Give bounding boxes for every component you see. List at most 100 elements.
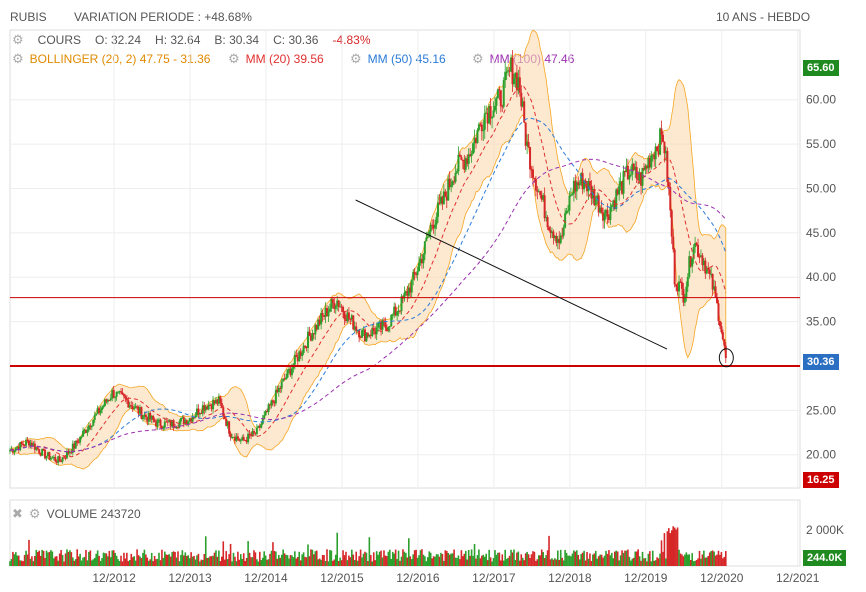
volume-bar: [413, 550, 416, 566]
candle-body: [688, 256, 691, 277]
volume-bar: [412, 554, 414, 566]
candle-body: [153, 419, 156, 422]
volume-bar: [494, 550, 496, 566]
close-icon[interactable]: ✖: [12, 506, 23, 521]
candle-body: [596, 195, 599, 200]
volume-bar: [432, 556, 435, 566]
gear-icon[interactable]: ⚙: [12, 32, 24, 47]
volume-bar: [634, 551, 637, 566]
candle-body: [385, 327, 388, 332]
candle-body: [223, 415, 226, 419]
min-price-badge: 16.25: [803, 472, 839, 488]
candle-body: [644, 165, 647, 170]
volume-bar: [42, 550, 45, 566]
gear-icon[interactable]: ⚙: [12, 51, 24, 66]
candle-body: [453, 181, 456, 183]
candle-body: [470, 153, 473, 157]
candle-body: [222, 407, 225, 416]
candle-body: [553, 236, 556, 239]
candle-body: [404, 291, 407, 293]
volume-bar: [22, 561, 24, 566]
volume-bar: [269, 553, 271, 566]
candle-body: [673, 249, 676, 285]
volume-bar: [391, 551, 394, 566]
volume-bar: [69, 550, 71, 566]
candle-body: [98, 408, 101, 414]
volume-bar: [60, 549, 62, 566]
candle-body: [578, 183, 581, 186]
volume-bar: [378, 551, 381, 566]
volume-bar: [511, 552, 514, 566]
candle-body: [334, 306, 337, 309]
volume-bar: [108, 550, 111, 566]
candle-body: [394, 306, 397, 316]
volume-bar: [517, 551, 520, 566]
candle-body: [96, 408, 99, 414]
candle-body: [676, 286, 679, 292]
volume-bar: [689, 559, 692, 566]
volume-bar: [178, 561, 181, 566]
volume-bar: [710, 550, 712, 566]
volume-bar: [222, 541, 225, 566]
candle-body: [645, 165, 648, 169]
volume-bar: [594, 550, 597, 566]
volume-bar: [599, 554, 601, 566]
candle-body: [647, 158, 650, 169]
candle-body: [567, 210, 570, 212]
candle-body: [77, 442, 80, 444]
candle-body: [60, 461, 63, 463]
candle-body: [524, 122, 527, 146]
candle-body: [597, 195, 600, 213]
gear-icon[interactable]: ⚙: [228, 51, 240, 66]
gear-icon[interactable]: ⚙: [28, 506, 41, 521]
volume-bar: [523, 560, 526, 566]
volume-bar: [603, 555, 606, 566]
volume-bar: [111, 550, 114, 566]
high-value: H: 32.64: [155, 33, 201, 47]
volume-bar: [181, 550, 184, 566]
volume-bar: [719, 554, 721, 566]
volume-bar: [435, 554, 438, 566]
volume-bar: [16, 555, 19, 566]
candle-body: [124, 396, 127, 399]
candle-body: [166, 421, 169, 423]
candle-body: [480, 124, 483, 132]
candle-body: [46, 452, 49, 457]
candle-body: [115, 391, 118, 397]
candle-body: [99, 410, 102, 414]
candle-body: [512, 78, 515, 85]
volume-bar: [134, 560, 137, 566]
gear-icon[interactable]: ⚙: [350, 51, 362, 66]
candle-body: [714, 286, 717, 297]
candle-body: [517, 77, 520, 91]
candle-body: [73, 443, 76, 449]
volume-bar: [552, 559, 555, 566]
low-value: B: 30.34: [214, 33, 260, 47]
volume-bar: [174, 552, 176, 566]
candle-body: [397, 310, 400, 313]
volume-bar: [326, 549, 328, 566]
period-label[interactable]: 10 ANS - HEBDO: [716, 10, 811, 24]
candle-body: [175, 427, 178, 429]
volume-bar: [491, 561, 493, 566]
candle-body: [358, 330, 361, 338]
candle-body: [144, 414, 147, 418]
volume-bar: [32, 561, 35, 566]
volume-bar: [50, 550, 52, 566]
candle-body: [653, 154, 656, 160]
gear-icon[interactable]: ⚙: [472, 51, 484, 66]
volume-bar: [66, 549, 68, 566]
candle-body: [362, 329, 365, 331]
volume-bar: [536, 559, 539, 566]
volume-bar: [57, 560, 60, 566]
candle-body: [137, 407, 140, 414]
candle-body: [493, 105, 496, 111]
volume-bar: [386, 556, 388, 566]
candle-body: [685, 286, 688, 298]
volume-bar: [337, 560, 340, 566]
volume-bar: [549, 559, 552, 566]
volume-bar: [197, 553, 200, 566]
candle-body: [451, 181, 454, 186]
candle-body: [716, 296, 719, 304]
